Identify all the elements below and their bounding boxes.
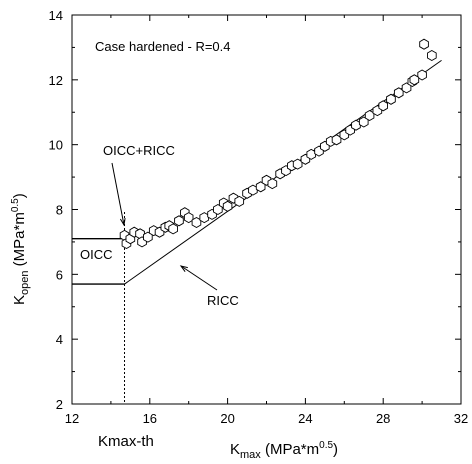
data-point [183,212,194,224]
data-point [222,200,233,212]
oicc-ricc-arrow [111,162,125,226]
x-tick-label: 32 [454,411,468,426]
y-tick-label: 4 [56,332,63,347]
data-point [378,100,388,112]
chart-corner-title: Case hardened - R=0.4 [95,39,231,54]
y-axis-title-sub: open [19,271,31,295]
x-axis-title-sup: 0.5 [319,440,333,451]
oicc-ricc-label: OICC+RICC [103,143,175,158]
x-tick-label: 16 [143,411,157,426]
ricc-arrow [180,265,218,291]
y-axis-title: Kopen (MPa*m0.5) [10,193,31,305]
x-axis-title-unit: (MPa*m [261,441,319,458]
x-tick-label: 12 [65,411,79,426]
y-tick-label: 6 [56,267,63,282]
x-tick-label: 20 [220,411,234,426]
y-axis-title-close: ) [11,193,28,198]
data-point [168,223,178,235]
ricc-arrow-head [179,265,188,272]
x-tick-label: 24 [298,411,312,426]
x-axis-title: Kmax (MPa*m0.5) [230,440,338,461]
y-tick-label: 8 [56,203,63,218]
y-tick-label: 14 [49,8,63,23]
kmax-th-label: Kmax-th [98,433,154,450]
y-axis-title-unit: (MPa*m [11,212,28,270]
data-point [419,38,429,50]
y-tick-label: 2 [56,397,63,412]
y-tick-label: 12 [49,73,63,88]
x-axis: 12 16 20 24 28 32 [65,15,468,426]
data-point [409,74,420,86]
data-point [174,215,184,227]
x-tick-label: 28 [376,411,390,426]
y-tick-label: 10 [49,138,63,153]
data-point [386,93,396,105]
data-point [234,195,245,207]
ricc-label: RICC [207,293,239,308]
data-point [427,49,437,62]
y-axis: 2 4 6 8 10 12 14 [49,8,461,412]
data-point [267,178,278,190]
x-axis-title-main: K [230,441,240,458]
oicc-label: OICC [80,247,113,262]
x-axis-title-close: ) [333,441,338,458]
data-point [417,69,427,81]
data-points [119,38,437,250]
plot-border [71,14,462,405]
x-axis-title-sub: max [240,449,261,461]
y-axis-title-main: K [11,295,28,305]
plot-frame [71,14,462,405]
oicc-ricc-arrow-head [119,218,126,227]
y-axis-title-sup: 0.5 [10,198,21,212]
